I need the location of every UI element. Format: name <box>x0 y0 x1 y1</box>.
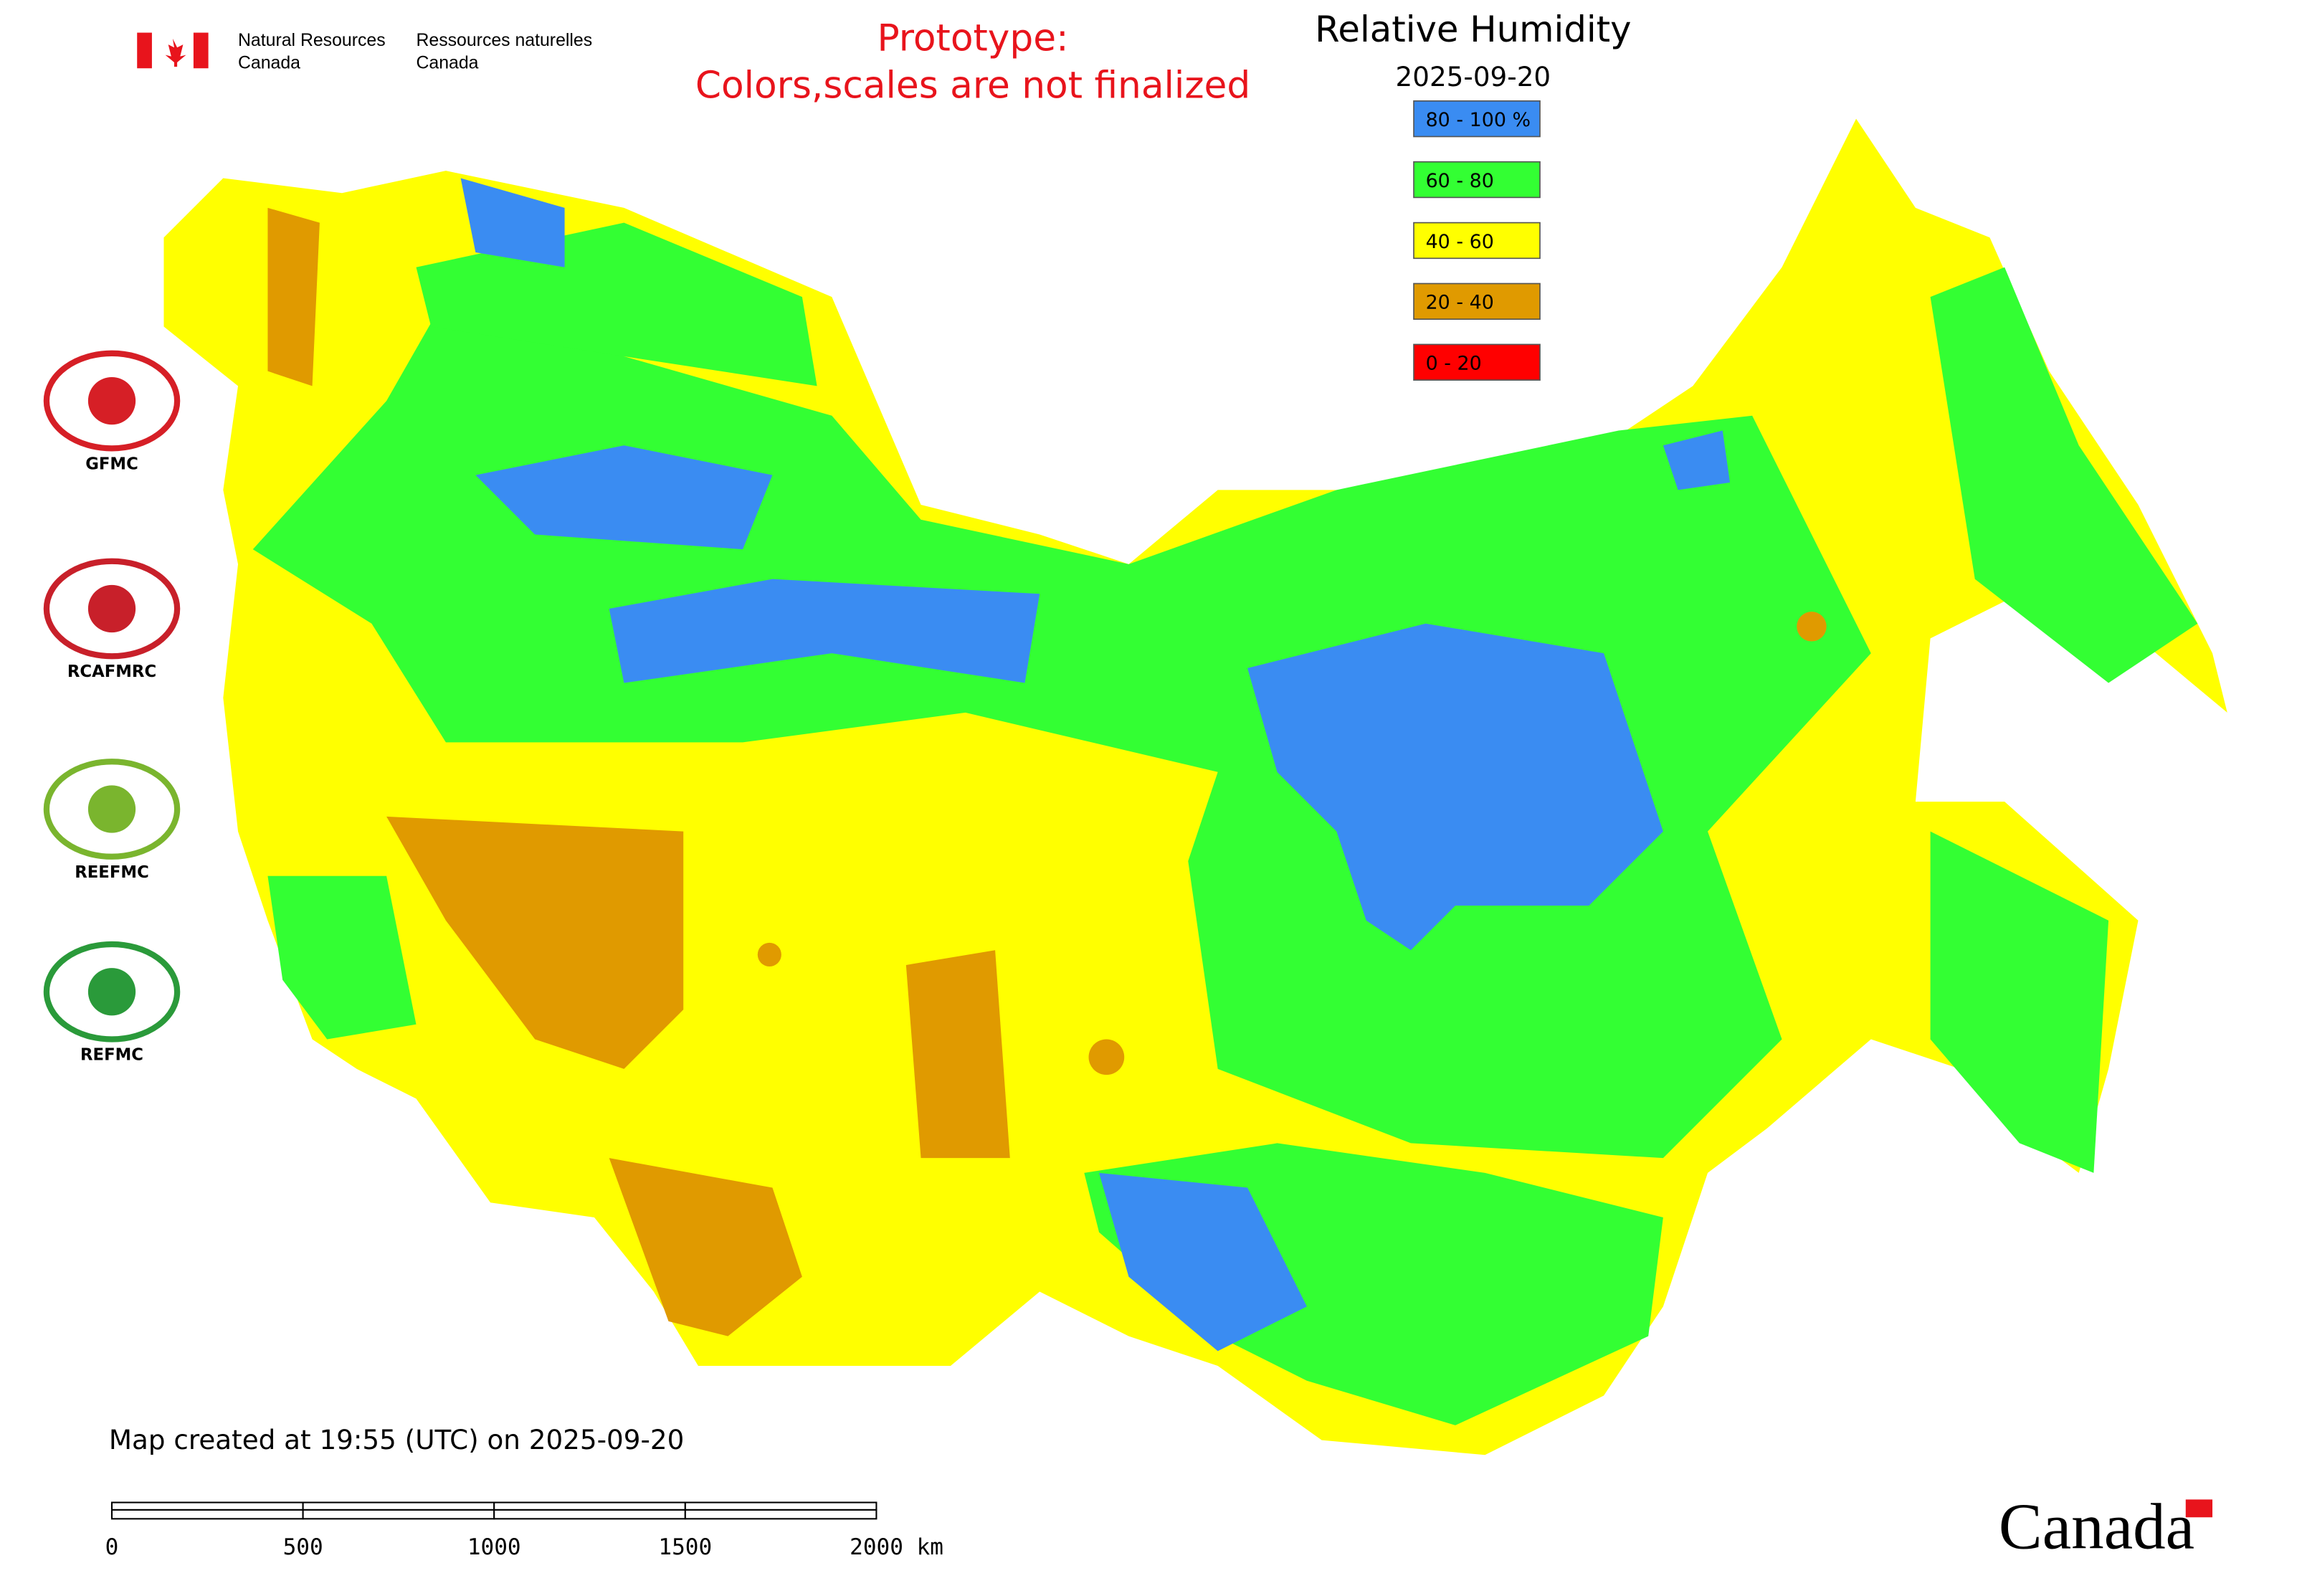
humidity-region <box>905 950 1010 1159</box>
notice: Colors,scales are not finalized <box>695 65 1250 108</box>
humidity-region <box>267 207 320 386</box>
wordmark: Canada <box>1999 1491 2194 1563</box>
logo-emblem <box>43 759 181 860</box>
partner-logos: GFMC RCAFMRC REEFMC REFMC <box>43 350 181 1064</box>
logo-label: REFMC <box>80 1045 143 1064</box>
humidity-region <box>1099 1172 1307 1352</box>
legend-label: 80 - 100 % <box>1426 109 1531 131</box>
legend-label: 40 - 60 <box>1426 231 1494 253</box>
humidity-region <box>609 1158 802 1336</box>
scale-label: 2000 km <box>850 1534 943 1560</box>
scale-label: 0 <box>105 1534 119 1560</box>
agency-fr: Ressources naturelles <box>417 31 593 50</box>
scale-segment <box>110 1509 304 1520</box>
agency-en: Natural Resources <box>238 31 386 50</box>
scale-segment <box>302 1509 495 1520</box>
scale-segment <box>493 1501 686 1511</box>
legend-swatch <box>1413 222 1541 260</box>
humidity-region <box>1930 831 2109 1173</box>
scale-segment <box>493 1509 686 1520</box>
gov-flag <box>137 32 209 69</box>
legend-label: 20 - 40 <box>1426 292 1494 314</box>
humidity-region <box>460 178 565 267</box>
logo-emblem <box>87 376 136 425</box>
scale-segment <box>684 1501 877 1511</box>
scale-label: 1000 <box>467 1534 521 1560</box>
humidity-regions <box>163 118 2227 1455</box>
logo-label: GFMC <box>85 455 138 473</box>
created-note: Map created at 19:55 (UTC) on 2025-09-20 <box>109 1424 684 1455</box>
logo-label: REEFMC <box>75 863 149 882</box>
scale-bar: 0 500 1000 1500 2000 km <box>105 1501 943 1560</box>
legend-label: 0 - 20 <box>1426 353 1482 375</box>
logo-emblem <box>87 785 136 833</box>
logo-emblem <box>43 941 181 1042</box>
humidity-region <box>1797 612 1827 642</box>
scale-label: 1500 <box>658 1534 712 1560</box>
legend-swatch <box>1413 100 1541 138</box>
humidity-region <box>416 222 817 386</box>
legend-swatch <box>1413 161 1541 199</box>
logo-emblem <box>87 584 136 633</box>
agency-fr: Canada <box>417 53 479 72</box>
humidity-region <box>1247 623 1663 951</box>
humidity-region <box>1663 430 1731 490</box>
humidity-region <box>267 875 417 1040</box>
legend-label: 60 - 80 <box>1426 170 1494 192</box>
notice: Prototype: <box>877 16 1068 60</box>
scale-segment <box>302 1501 495 1511</box>
logo-emblem <box>87 968 136 1016</box>
map-title: Relative Humidity <box>1315 9 1631 50</box>
agency-en: Canada <box>238 53 300 72</box>
logo-emblem <box>43 558 181 660</box>
scale-segment <box>684 1509 877 1520</box>
humidity-region <box>386 816 684 1069</box>
humidity-region <box>1930 267 2198 683</box>
legend-swatch <box>1413 343 1541 381</box>
humidity-region <box>609 579 1040 683</box>
logo-label: RCAFMRC <box>67 662 156 681</box>
wordmark-flag <box>2185 1499 2213 1518</box>
scale-segment <box>110 1501 304 1511</box>
legend-swatch <box>1413 282 1541 320</box>
humidity-region <box>757 942 781 967</box>
scale-label: 500 <box>283 1534 323 1560</box>
logo-emblem <box>43 350 181 452</box>
legend: 80 - 100 % 60 - 80 40 - 60 20 - 40 0 - 20 <box>1413 100 1541 381</box>
humidity-region <box>475 445 773 550</box>
map-date: 2025-09-20 <box>1396 61 1551 92</box>
humidity-region <box>1088 1039 1125 1075</box>
